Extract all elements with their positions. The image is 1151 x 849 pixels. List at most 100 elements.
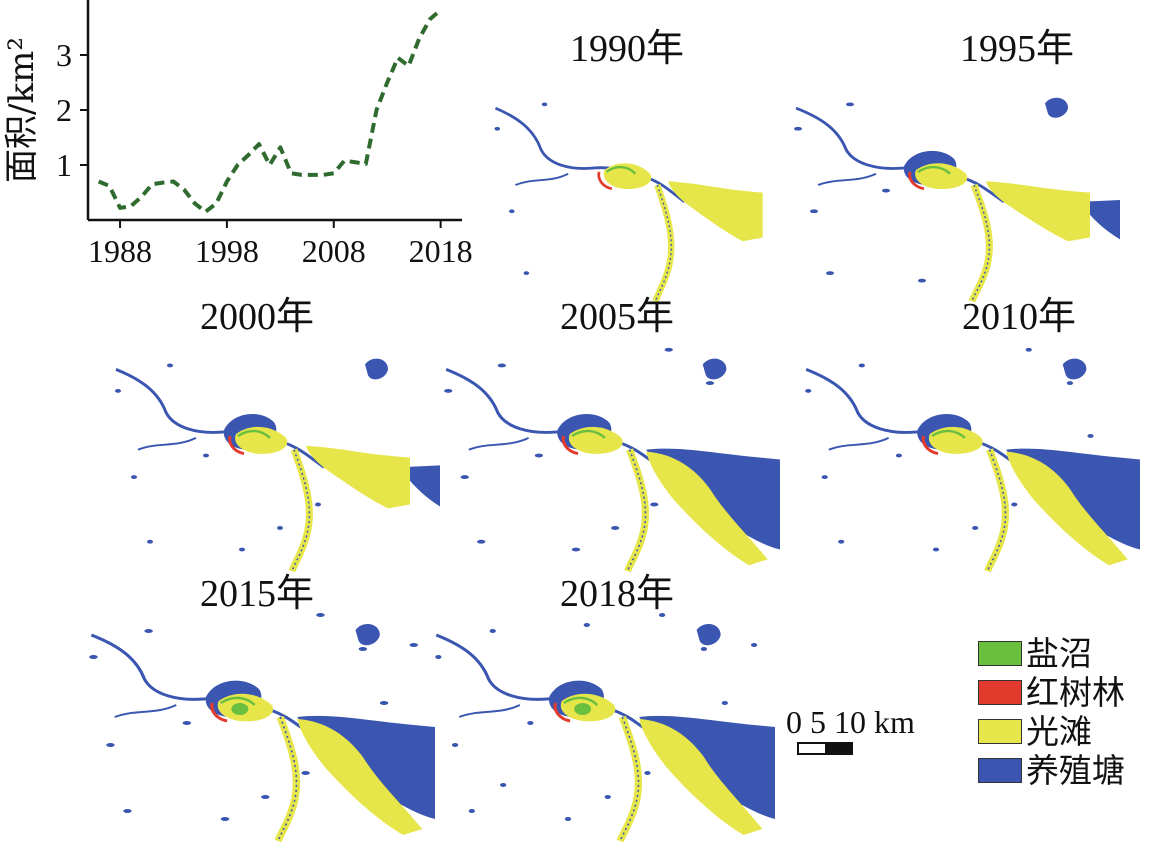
map-estuary-channel [652,183,675,303]
map-salt-marsh [571,429,606,439]
map-pond-dot [460,475,469,480]
map-pond-dot [500,783,507,787]
map-pond-dot [571,547,581,552]
map-pond-dot [972,526,979,530]
map-pond-dot [895,453,902,458]
legend-label-pond: 养殖塘 [1026,751,1125,790]
map-title: 2015年 [200,573,315,615]
map-river-tributary [828,437,890,451]
map-salt-marsh [220,696,256,706]
map-panel [794,97,1120,303]
map-bay-flat [603,163,652,190]
map-pond-dot [1025,347,1032,352]
map-panel [89,613,435,843]
map-estuary-edge [277,716,298,842]
map-pond-dot [794,126,802,131]
map-coastal-flat [646,451,768,566]
map-lake [1045,97,1068,118]
map-salt-marsh-patch [231,703,249,715]
map-content [115,358,440,573]
map-title: 1990年 [570,28,685,70]
map-pond-dot [644,771,651,775]
map-river-tributary [114,704,177,718]
map-estuary-edge [971,184,991,302]
legend-label-mangrove: 红树林 [1026,673,1125,712]
legend-swatch-tidal-flat [978,719,1022,744]
y-axis-label: 面积/km² [2,37,42,183]
map-content [435,613,775,843]
map-estuary-channel [616,715,643,843]
legend-swatch-salt-marsh [978,641,1022,666]
map-pond-dot [1066,381,1074,386]
map-pond-dot [451,743,459,747]
map-panel [444,347,780,573]
legend-item-salt-marsh: 盐沼 [978,634,1125,673]
map-pond-dot [750,643,758,647]
map-river-channel [494,106,686,204]
map-pond-dot [541,102,548,107]
map-pond-dot [523,271,530,275]
map-pond-dot [203,453,209,458]
scale-bar-segment-white [799,744,825,753]
map-bay-flat [928,426,983,454]
scale-bar-label: 0 5 10 km [786,704,915,740]
map-estuary-channel [624,448,649,573]
map-pond-dot [131,475,137,480]
map-bay-flat [568,426,623,454]
map-pond-dot [497,363,506,368]
y-tick-label: 3 [56,37,72,73]
map-panel [494,102,763,303]
map-bay-flat [915,163,968,190]
map-estuary-edge [986,449,1007,572]
map-pond-dot [846,102,854,107]
map-estuary-channel [984,448,1009,573]
map-coastal-flat [306,445,410,509]
map-estuary-edge [619,716,640,842]
map-mangrove [561,435,579,456]
map-content [89,613,435,843]
map-pond-dot [379,701,389,705]
map-pond-dot [106,743,115,747]
map-pond-dot [277,526,283,530]
y-tick-label: 1 [56,147,72,183]
map-estuary-edge [291,449,311,572]
map-pond-dot [838,539,845,544]
map-pond-dot [932,547,940,552]
legend-item-tidal-flat: 光滩 [978,712,1125,751]
map-salt-marsh [931,429,966,439]
legend: 盐沼 红树林 光滩 养殖塘 [978,634,1125,790]
map-pond-dot [527,721,534,725]
x-tick-label: 1988 [88,233,152,269]
map-pond-dot [650,502,659,507]
map-pond-dot [409,643,419,647]
map-river-channel [115,368,325,469]
map-lake [365,358,388,380]
map-mangrove [908,171,925,191]
map-title: 2010年 [962,296,1077,338]
map-river-channel [90,633,313,737]
legend-label-tidal-flat: 光滩 [1026,712,1092,751]
map-pond-dot [220,817,230,821]
map-pond-dot [611,526,620,530]
map-pond-dot [444,388,453,393]
map-mangrove [228,435,245,456]
map-panel [435,613,775,843]
map-river-channel [805,368,1022,469]
map-pond-dot [261,795,270,799]
x-tick-label: 2018 [409,233,473,269]
map-pond-dot [1011,502,1018,507]
map-content [444,347,780,573]
map-panel [805,347,1140,573]
map-pond-dot [494,126,500,131]
map-pond-dot [564,817,572,821]
map-pond-dot [147,539,153,544]
map-pond-dot [721,701,728,705]
map-pond-dot [821,475,828,480]
map-river-channel [445,368,662,469]
map-pond-dot [858,363,865,368]
map-pond-dot [918,278,926,283]
map-pond-dot [489,629,496,633]
scale-bar [797,742,853,755]
map-salt-marsh [237,429,271,439]
map-pond-dot [435,655,442,659]
